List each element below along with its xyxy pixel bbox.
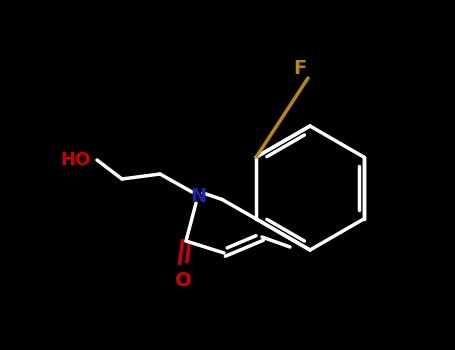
Text: N: N	[190, 187, 206, 205]
Text: HO: HO	[60, 151, 90, 169]
Text: O: O	[175, 271, 191, 289]
Text: F: F	[293, 58, 307, 77]
